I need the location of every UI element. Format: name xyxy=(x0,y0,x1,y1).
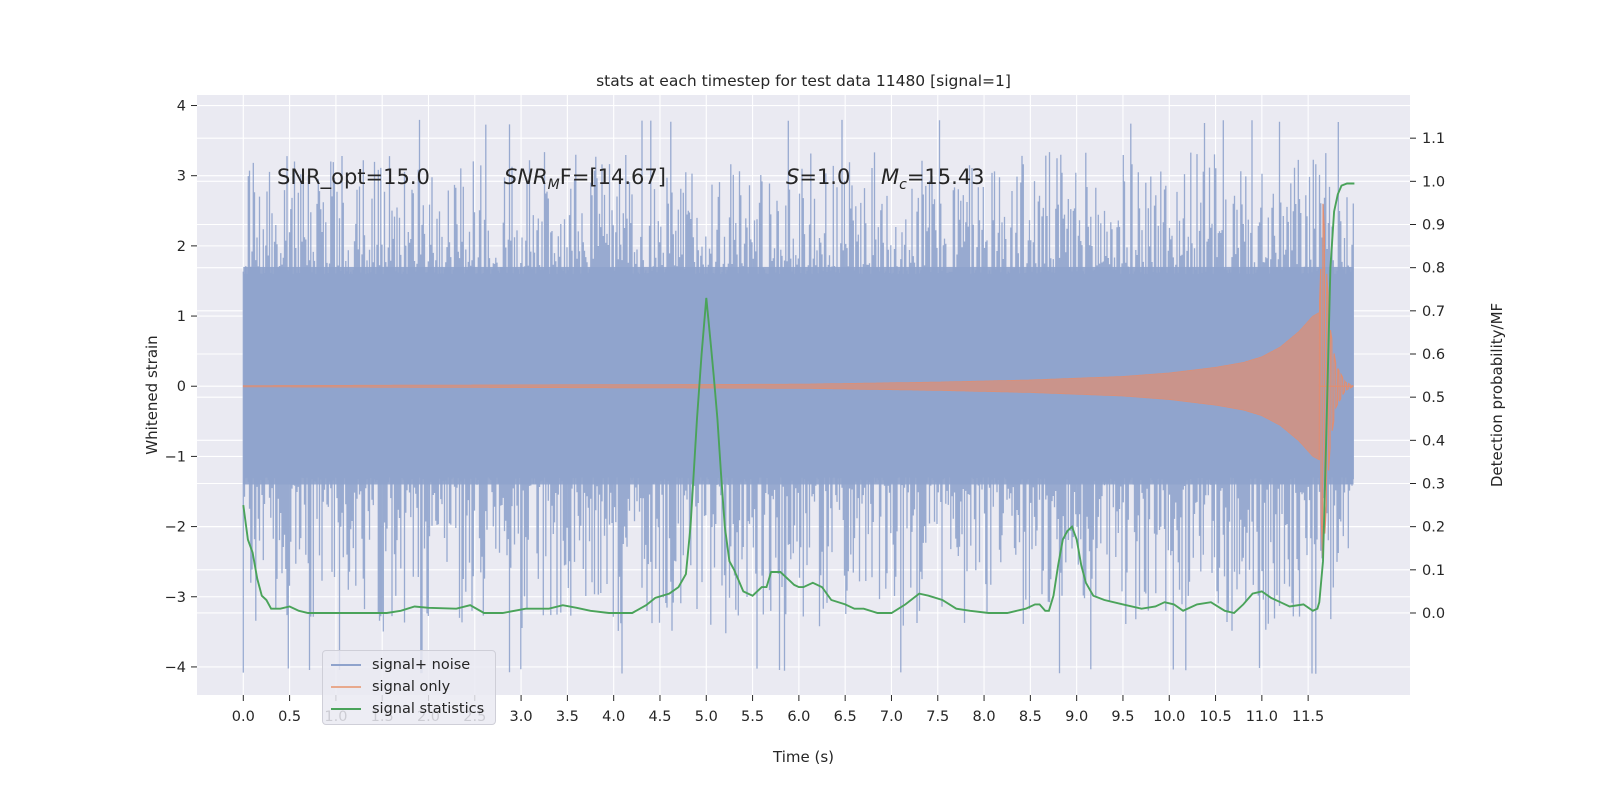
x-tick-label: 11.0 xyxy=(1246,709,1278,725)
x-tick-label: 10.5 xyxy=(1199,709,1231,725)
x-tick-label: 8.5 xyxy=(1019,709,1042,725)
x-tick-label: 8.0 xyxy=(973,709,996,725)
right-tick-label: 0.9 xyxy=(1422,217,1445,233)
right-tick-label: 0.1 xyxy=(1422,563,1445,579)
x-tick-label: 7.5 xyxy=(926,709,949,725)
left-tick-label: 4 xyxy=(177,99,186,115)
legend-item-signal-only: signal only xyxy=(323,676,495,698)
annotation-snr-mf: SNRMF=[14.67] xyxy=(504,165,666,193)
annotation-snr-mf-value: F=[14.67] xyxy=(560,165,666,189)
legend-label: signal only xyxy=(372,679,451,695)
right-tick-label: 0.7 xyxy=(1422,304,1445,320)
x-tick-label: 0.5 xyxy=(278,709,301,725)
x-tick-label: 7.0 xyxy=(880,709,903,725)
right-tick-label: 1.1 xyxy=(1422,131,1445,147)
right-y-axis-ticks: 0.0 0.1 0.2 0.3 0.4 0.5 0.6 0.7 0.8 0.9 1.0 1.1 xyxy=(1410,131,1445,622)
right-tick-label: 0.6 xyxy=(1422,347,1445,363)
signal-ringdown xyxy=(1318,203,1354,558)
x-tick-label: 5.0 xyxy=(695,709,718,725)
left-tick-label: 1 xyxy=(177,309,186,325)
left-y-axis-ticks: −4 −3 −2 −1 0 1 2 3 4 xyxy=(165,99,197,676)
right-tick-label: 0.5 xyxy=(1422,390,1445,406)
left-tick-label: 2 xyxy=(177,239,186,255)
legend-label: signal statistics xyxy=(372,701,485,717)
right-tick-label: 0.8 xyxy=(1422,261,1445,277)
x-tick-label: 11.5 xyxy=(1292,709,1324,725)
x-tick-label: 6.0 xyxy=(787,709,810,725)
annotation-s: S=1.0 xyxy=(786,165,850,189)
left-tick-label: 0 xyxy=(177,379,186,395)
left-tick-label: −3 xyxy=(165,590,186,606)
annotation-s-symbol: S xyxy=(786,165,799,189)
legend-swatch-signal-only xyxy=(331,686,361,688)
x-tick-label: 6.5 xyxy=(834,709,857,725)
annotation-snr-opt: SNR_opt=15.0 xyxy=(277,165,430,190)
left-tick-label: −1 xyxy=(165,449,186,465)
x-tick-label: 3.5 xyxy=(556,709,579,725)
legend-swatch-signal-noise xyxy=(331,664,361,666)
x-tick-label: 10.0 xyxy=(1153,709,1185,725)
chart-legend: signal+ noise signal only signal statist… xyxy=(322,650,496,725)
right-tick-label: 0.0 xyxy=(1422,606,1445,622)
x-tick-label: 5.5 xyxy=(741,709,764,725)
signal-statistics-line xyxy=(242,182,1355,615)
left-y-axis-label: Whitened strain xyxy=(143,335,161,454)
legend-label: signal+ noise xyxy=(372,657,471,673)
annotation-s-value: =1.0 xyxy=(799,165,850,189)
annotation-snr-mf-symbol: SNR xyxy=(504,165,548,189)
x-axis-label: Time (s) xyxy=(772,748,834,766)
right-y-axis-label: Detection probability/MF xyxy=(1488,303,1506,487)
right-tick-label: 1.0 xyxy=(1422,174,1445,190)
left-tick-label: −4 xyxy=(165,660,186,676)
annotation-mc-value: =15.43 xyxy=(907,165,985,189)
left-tick-label: 3 xyxy=(177,169,186,185)
right-tick-label: 0.4 xyxy=(1422,433,1445,449)
annotation-mc-subscript: c xyxy=(899,177,907,193)
x-tick-label: 4.5 xyxy=(648,709,671,725)
annotation-mc: Mc=15.43 xyxy=(881,165,985,193)
x-tick-label: 4.0 xyxy=(602,709,625,725)
x-tick-label: 9.5 xyxy=(1111,709,1134,725)
x-tick-label: 9.0 xyxy=(1065,709,1088,725)
x-tick-label: 0.0 xyxy=(232,709,255,725)
legend-item-signal-noise: signal+ noise xyxy=(323,654,495,676)
right-tick-label: 0.3 xyxy=(1422,476,1445,492)
left-tick-label: −2 xyxy=(165,520,186,536)
annotation-mc-symbol: M xyxy=(881,165,899,189)
x-tick-label: 3.0 xyxy=(510,709,533,725)
chart-title: stats at each timestep for test data 114… xyxy=(596,72,1011,90)
annotation-snr-mf-subscript: M xyxy=(548,177,560,193)
legend-item-signal-statistics: signal statistics xyxy=(323,698,495,720)
legend-swatch-signal-statistics xyxy=(331,708,361,710)
right-tick-label: 0.2 xyxy=(1422,520,1445,536)
signal-only-trace xyxy=(243,203,1354,558)
